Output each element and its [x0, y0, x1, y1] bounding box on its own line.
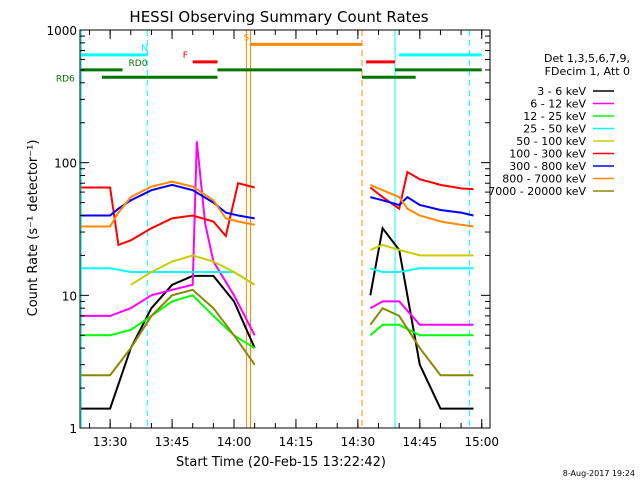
x-tick-label-0: 13:30: [93, 435, 128, 449]
series-line-1: [369, 300, 474, 326]
legend: Det 1,3,5,6,7,9,FDecim 1, Att 0 3 - 6 keV…: [488, 52, 630, 198]
flag-label-1: S: [244, 33, 250, 43]
y-tick-label-2: 100: [54, 157, 77, 171]
plot-frame: [79, 29, 491, 429]
series-line-8: [369, 306, 474, 377]
flag-label-4: RD6: [56, 74, 75, 84]
x-tick-label-3: 14:15: [279, 435, 314, 449]
y-axis-label: Count Rate (s⁻¹ detector⁻¹): [26, 140, 41, 317]
series-line-3: [370, 267, 474, 273]
x-tick-label-5: 14:45: [403, 435, 438, 449]
series-line-3: [81, 267, 256, 286]
legend-label-6: 300 - 800 keV: [509, 160, 586, 173]
series-line-6: [81, 183, 255, 220]
flag-bars: N S F RD0 RD6: [56, 33, 482, 84]
legend-label-4: 50 - 100 keV: [516, 135, 586, 148]
y-tick-label-3: 1000: [46, 24, 77, 38]
legend-label-3: 25 - 50 keV: [523, 123, 586, 136]
series-line-4: [130, 254, 256, 286]
series-line-5: [369, 170, 474, 211]
orbit-markers: [80, 30, 470, 428]
x-tick-label-6: 15:00: [464, 435, 499, 449]
chart-title: HESSI Observing Summary Count Rates: [129, 8, 428, 26]
series-line-4: [369, 243, 474, 257]
series-line-0: [369, 225, 474, 410]
x-tick-label-4: 14:30: [341, 435, 376, 449]
series-line-8: [81, 288, 256, 377]
legend-label-2: 12 - 25 keV: [523, 110, 586, 123]
series-line-1: [81, 141, 256, 336]
series-line-6: [370, 195, 474, 217]
series-line-7: [369, 183, 474, 228]
footer-date: 8-Aug-2017 19:24: [563, 469, 635, 478]
series-line-0: [81, 274, 256, 410]
y-tick-label-0: 1: [69, 422, 77, 436]
legend-header-1: FDecim 1, Att 0: [545, 65, 630, 78]
x-axis-label: Start Time (20-Feb-15 13:22:42): [176, 455, 386, 470]
axes: 1 10 100 1000 13:30 13:45 14:00 14:15 14:30 14:45…: [46, 24, 499, 449]
flag-label-2: F: [183, 51, 188, 61]
x-tick-label-2: 14:00: [217, 435, 252, 449]
legend-header-0: Det 1,3,5,6,7,9,: [544, 52, 630, 65]
legend-label-8: 7000 - 20000 keV: [488, 185, 586, 198]
flag-label-3: RD0: [129, 59, 148, 69]
legend-label-0: 3 - 6 keV: [537, 85, 586, 98]
y-tick-label-1: 10: [62, 289, 77, 303]
series-lines: [81, 141, 474, 410]
legend-label-7: 800 - 7000 keV: [502, 173, 586, 186]
legend-label-1: 6 - 12 keV: [530, 98, 586, 111]
series-line-7: [81, 180, 255, 228]
series-line-2: [81, 294, 256, 349]
flag-label-0: N: [141, 44, 148, 54]
legend-label-5: 100 - 300 keV: [509, 148, 586, 161]
series-line-5: [81, 181, 255, 247]
series-line-2: [369, 323, 474, 337]
x-tick-label-1: 13:45: [155, 435, 190, 449]
